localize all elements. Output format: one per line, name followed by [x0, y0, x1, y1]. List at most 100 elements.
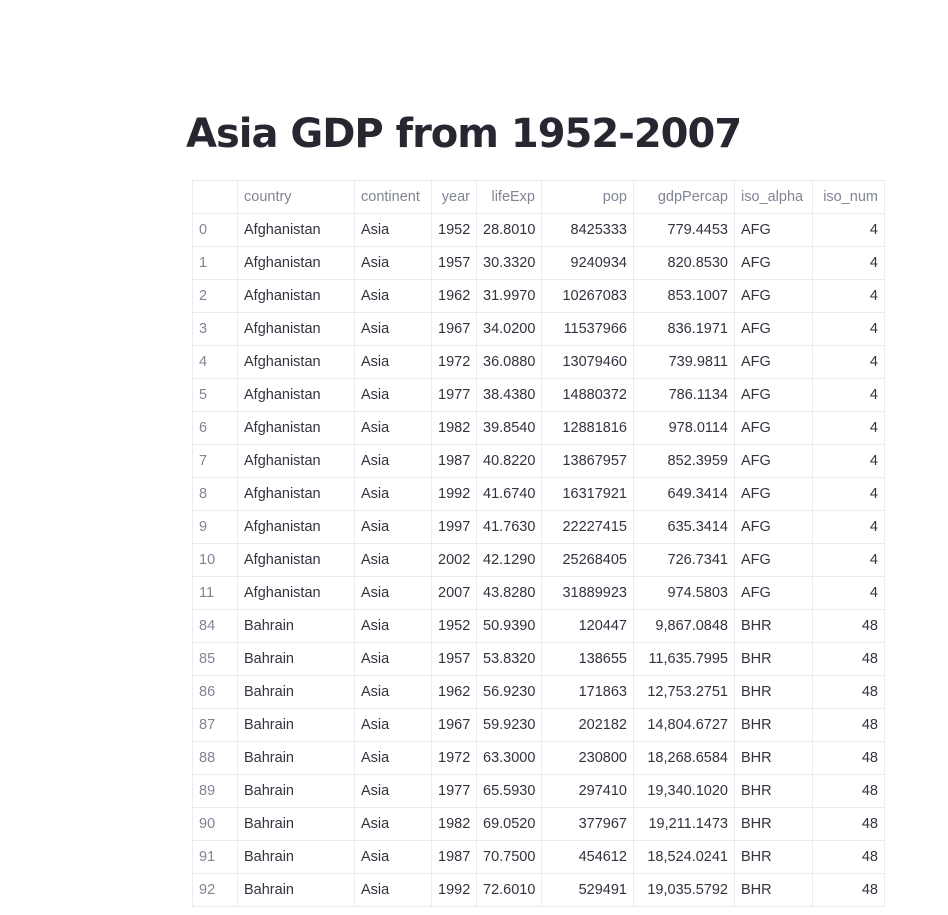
iso-alpha-cell[interactable]: AFG — [734, 378, 813, 412]
iso-num-cell[interactable]: 4 — [812, 444, 885, 478]
country-cell[interactable]: Afghanistan — [237, 345, 355, 379]
iso-alpha-cell[interactable]: AFG — [734, 543, 813, 577]
iso-num-cell[interactable]: 48 — [812, 642, 885, 676]
country-cell[interactable]: Afghanistan — [237, 213, 355, 247]
lifeexp-cell[interactable]: 56.9230 — [476, 675, 542, 709]
gdppercap-cell[interactable]: 852.3959 — [633, 444, 735, 478]
continent-cell[interactable]: Asia — [354, 576, 432, 610]
iso-num-cell[interactable]: 4 — [812, 477, 885, 511]
lifeexp-cell[interactable]: 63.3000 — [476, 741, 542, 775]
continent-cell[interactable]: Asia — [354, 411, 432, 445]
pop-cell[interactable]: 8425333 — [541, 213, 634, 247]
lifeexp-cell[interactable]: 72.6010 — [476, 873, 542, 907]
continent-cell[interactable]: Asia — [354, 675, 432, 709]
country-cell[interactable]: Bahrain — [237, 807, 355, 841]
row-index-cell[interactable]: 3 — [192, 312, 238, 346]
country-cell[interactable]: Bahrain — [237, 708, 355, 742]
row-index-cell[interactable]: 0 — [192, 213, 238, 247]
continent-cell[interactable]: Asia — [354, 213, 432, 247]
pop-cell[interactable]: 454612 — [541, 840, 634, 874]
iso-alpha-cell[interactable]: AFG — [734, 246, 813, 280]
row-index-cell[interactable]: 2 — [192, 279, 238, 313]
iso-alpha-cell[interactable]: BHR — [734, 708, 813, 742]
iso-num-cell[interactable]: 4 — [812, 213, 885, 247]
row-index-cell[interactable]: 9 — [192, 510, 238, 544]
row-index-cell[interactable]: 5 — [192, 378, 238, 412]
iso-num-cell[interactable]: 4 — [812, 312, 885, 346]
lifeexp-cell[interactable]: 31.9970 — [476, 279, 542, 313]
country-cell[interactable]: Bahrain — [237, 840, 355, 874]
lifeexp-cell[interactable]: 43.8280 — [476, 576, 542, 610]
gdppercap-cell[interactable]: 779.4453 — [633, 213, 735, 247]
continent-cell[interactable]: Asia — [354, 312, 432, 346]
gdppercap-cell[interactable]: 786.1134 — [633, 378, 735, 412]
row-index-cell[interactable]: 8 — [192, 477, 238, 511]
iso-alpha-cell[interactable]: AFG — [734, 279, 813, 313]
country-cell[interactable]: Bahrain — [237, 675, 355, 709]
row-index-cell[interactable]: 86 — [192, 675, 238, 709]
gdppercap-cell[interactable]: 726.7341 — [633, 543, 735, 577]
gdppercap-cell[interactable]: 18,524.0241 — [633, 840, 735, 874]
pop-cell[interactable]: 16317921 — [541, 477, 634, 511]
iso-alpha-cell[interactable]: AFG — [734, 345, 813, 379]
column-header-gdppercap[interactable]: gdpPercap — [633, 180, 735, 214]
iso-alpha-cell[interactable]: BHR — [734, 675, 813, 709]
iso-alpha-cell[interactable]: BHR — [734, 840, 813, 874]
iso-num-cell[interactable]: 4 — [812, 576, 885, 610]
country-cell[interactable]: Afghanistan — [237, 477, 355, 511]
pop-cell[interactable]: 13079460 — [541, 345, 634, 379]
gdppercap-cell[interactable]: 19,035.5792 — [633, 873, 735, 907]
continent-cell[interactable]: Asia — [354, 642, 432, 676]
pop-cell[interactable]: 13867957 — [541, 444, 634, 478]
iso-num-cell[interactable]: 4 — [812, 279, 885, 313]
continent-cell[interactable]: Asia — [354, 873, 432, 907]
iso-alpha-cell[interactable]: AFG — [734, 510, 813, 544]
country-cell[interactable]: Bahrain — [237, 642, 355, 676]
gdppercap-cell[interactable]: 649.3414 — [633, 477, 735, 511]
continent-cell[interactable]: Asia — [354, 708, 432, 742]
continent-cell[interactable]: Asia — [354, 246, 432, 280]
country-cell[interactable]: Afghanistan — [237, 444, 355, 478]
pop-cell[interactable]: 14880372 — [541, 378, 634, 412]
iso-num-cell[interactable]: 48 — [812, 708, 885, 742]
pop-cell[interactable]: 202182 — [541, 708, 634, 742]
column-header-lifeexp[interactable]: lifeExp — [476, 180, 542, 214]
iso-num-cell[interactable]: 48 — [812, 840, 885, 874]
row-index-cell[interactable]: 91 — [192, 840, 238, 874]
year-cell[interactable]: 1977 — [431, 378, 477, 412]
iso-num-cell[interactable]: 4 — [812, 378, 885, 412]
continent-cell[interactable]: Asia — [354, 774, 432, 808]
continent-cell[interactable]: Asia — [354, 444, 432, 478]
lifeexp-cell[interactable]: 59.9230 — [476, 708, 542, 742]
gdppercap-cell[interactable]: 820.8530 — [633, 246, 735, 280]
lifeexp-cell[interactable]: 42.1290 — [476, 543, 542, 577]
column-header-index[interactable] — [192, 180, 238, 214]
country-cell[interactable]: Afghanistan — [237, 279, 355, 313]
iso-num-cell[interactable]: 48 — [812, 873, 885, 907]
pop-cell[interactable]: 11537966 — [541, 312, 634, 346]
lifeexp-cell[interactable]: 69.0520 — [476, 807, 542, 841]
iso-alpha-cell[interactable]: AFG — [734, 444, 813, 478]
gdppercap-cell[interactable]: 635.3414 — [633, 510, 735, 544]
continent-cell[interactable]: Asia — [354, 840, 432, 874]
year-cell[interactable]: 1952 — [431, 609, 477, 643]
year-cell[interactable]: 1962 — [431, 675, 477, 709]
row-index-cell[interactable]: 10 — [192, 543, 238, 577]
pop-cell[interactable]: 230800 — [541, 741, 634, 775]
row-index-cell[interactable]: 1 — [192, 246, 238, 280]
pop-cell[interactable]: 10267083 — [541, 279, 634, 313]
dataframe[interactable]: country continent year lifeExp pop gdpPe… — [192, 180, 885, 907]
lifeexp-cell[interactable]: 30.3320 — [476, 246, 542, 280]
lifeexp-cell[interactable]: 65.5930 — [476, 774, 542, 808]
row-index-cell[interactable]: 89 — [192, 774, 238, 808]
gdppercap-cell[interactable]: 739.9811 — [633, 345, 735, 379]
country-cell[interactable]: Bahrain — [237, 873, 355, 907]
continent-cell[interactable]: Asia — [354, 741, 432, 775]
year-cell[interactable]: 2007 — [431, 576, 477, 610]
country-cell[interactable]: Bahrain — [237, 609, 355, 643]
gdppercap-cell[interactable]: 19,340.1020 — [633, 774, 735, 808]
iso-num-cell[interactable]: 48 — [812, 675, 885, 709]
lifeexp-cell[interactable]: 50.9390 — [476, 609, 542, 643]
pop-cell[interactable]: 171863 — [541, 675, 634, 709]
lifeexp-cell[interactable]: 34.0200 — [476, 312, 542, 346]
